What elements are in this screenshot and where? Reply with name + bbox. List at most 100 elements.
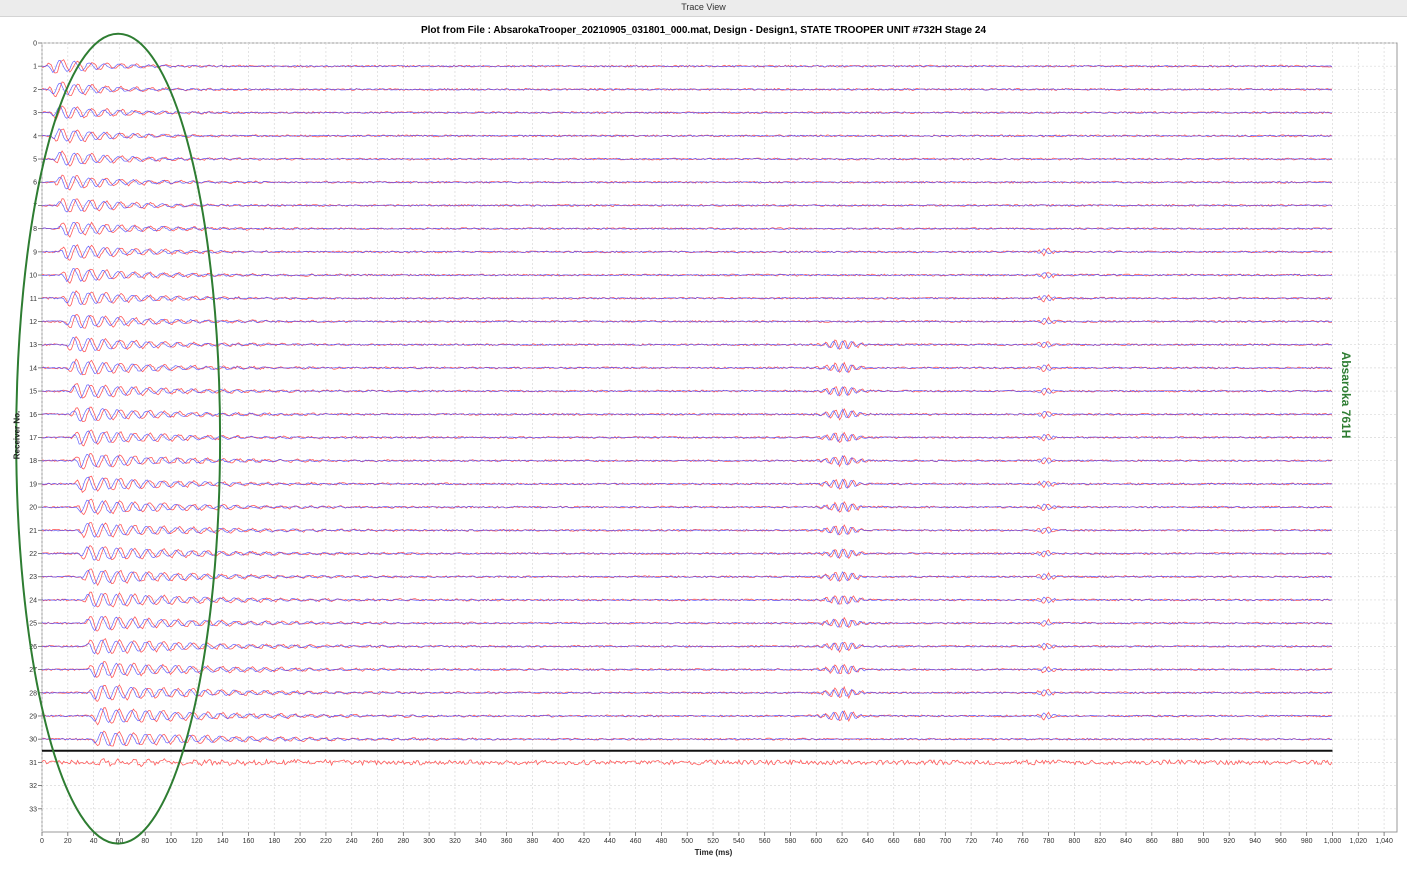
x-tick-label: 160: [243, 838, 255, 845]
x-tick-label: 360: [501, 838, 513, 845]
x-tick-label: 420: [578, 838, 590, 845]
trace-blue-2: [41, 82, 1332, 95]
x-tick-label: 380: [527, 838, 539, 845]
x-tick-label: 820: [1094, 838, 1106, 845]
trace-red-7: [41, 198, 1333, 213]
y-tick-label: 12: [29, 319, 37, 326]
y-tick-label: 33: [29, 806, 37, 813]
x-tick-label: 780: [1043, 838, 1055, 845]
x-axis-label: Time (ms): [694, 848, 733, 857]
x-tick-label: 860: [1146, 838, 1158, 845]
trace-blue-27: [41, 662, 1332, 678]
trace-blue-15: [42, 384, 1333, 399]
x-tick-label: 660: [888, 838, 900, 845]
trace-blue-13: [41, 336, 1333, 352]
x-tick-label: 120: [191, 838, 203, 845]
x-tick-label: 100: [165, 838, 177, 845]
x-tick-label: 240: [346, 838, 358, 845]
x-tick-label: 440: [604, 838, 616, 845]
x-tick-label: 700: [939, 838, 951, 845]
x-tick-label: 580: [785, 838, 797, 845]
trace-blue-30: [41, 731, 1333, 746]
annotation-ellipse: [15, 32, 222, 845]
trace-red-31: [41, 758, 1333, 768]
y-tick-label: 18: [29, 458, 37, 465]
x-tick-label: 920: [1223, 838, 1235, 845]
y-tick-label: 24: [29, 597, 37, 604]
trace-blue-16: [41, 407, 1332, 422]
y-tick-label: 20: [29, 505, 37, 512]
title-bar[interactable]: Trace View: [0, 0, 1407, 17]
trace-red-8: [41, 221, 1333, 238]
trace-blue-4: [41, 128, 1333, 142]
x-tick-label: 220: [320, 838, 332, 845]
x-tick-label: 560: [759, 838, 771, 845]
y-tick-label: 29: [29, 713, 37, 720]
y-tick-label: 1: [33, 64, 37, 71]
x-tick-label: 0: [40, 838, 44, 845]
trace-blue-18: [41, 453, 1332, 469]
y-tick-label: 19: [29, 481, 37, 488]
y-tick-label: 26: [29, 644, 37, 651]
y-tick-label: 25: [29, 621, 37, 628]
trace-blue-8: [41, 222, 1333, 236]
x-tick-label: 1,000: [1324, 838, 1342, 845]
y-tick-label: 4: [33, 133, 37, 140]
trace-blue-26: [41, 639, 1333, 655]
x-tick-label: 740: [991, 838, 1003, 845]
x-tick-label: 880: [1172, 838, 1184, 845]
trace-blue-17: [41, 430, 1333, 445]
y-tick-label: 30: [29, 737, 37, 744]
x-tick-label: 620: [836, 838, 848, 845]
x-tick-label: 80: [141, 838, 149, 845]
y-tick-label: 22: [29, 551, 37, 558]
trace-blue-21: [42, 523, 1333, 538]
x-tick-label: 260: [372, 838, 384, 845]
x-tick-label: 940: [1249, 838, 1261, 845]
x-tick-label: 480: [656, 838, 668, 845]
x-tick-label: 1,040: [1375, 838, 1393, 845]
x-tick-label: 900: [1198, 838, 1210, 845]
x-tick-label: 400: [552, 838, 564, 845]
x-tick-label: 140: [217, 838, 229, 845]
y-tick-label: 2: [33, 87, 37, 94]
x-tick-label: 40: [90, 838, 98, 845]
window-title: Trace View: [681, 2, 726, 12]
y-tick-label: 23: [29, 574, 37, 581]
trace-blue-7: [41, 199, 1333, 213]
axes: 0 20 40 60 80 100 120 140 160 180 200 220 240 260 280 3…: [29, 41, 1393, 846]
x-tick-label: 960: [1275, 838, 1287, 845]
x-tick-label: 500: [681, 838, 693, 845]
well-label: Absaroka 761H: [1339, 351, 1353, 439]
x-tick-label: 540: [733, 838, 745, 845]
trace-blue-9: [41, 245, 1332, 259]
trace-blue-19: [41, 476, 1333, 491]
trace-blue-29: [41, 708, 1333, 724]
x-tick-label: 640: [862, 838, 874, 845]
x-tick-label: 200: [294, 838, 306, 845]
x-tick-label: 520: [707, 838, 719, 845]
trace-blue-14: [41, 361, 1333, 375]
y-tick-label: 11: [30, 296, 37, 303]
trace-blue-22: [41, 546, 1333, 561]
x-tick-label: 460: [630, 838, 642, 845]
x-tick-label: 180: [268, 838, 280, 845]
x-tick-label: 340: [475, 838, 487, 845]
y-tick-label: 0: [33, 41, 37, 48]
trace-blue-25: [41, 616, 1333, 632]
y-tick-label: 3: [33, 110, 37, 117]
x-tick-label: 60: [116, 838, 124, 845]
trace-blue-3: [41, 105, 1333, 119]
y-tick-label: 31: [29, 760, 37, 767]
trace-blue-10: [41, 268, 1333, 283]
y-tick-label: 28: [29, 690, 37, 697]
y-tick-label: 6: [33, 180, 37, 187]
trace-blue-1: [41, 60, 1333, 73]
trace-blue-28: [41, 685, 1333, 700]
y-tick-label: 8: [33, 226, 37, 233]
trace-blue-24: [41, 593, 1333, 607]
x-tick-label: 320: [449, 838, 461, 845]
y-tick-label: 32: [29, 783, 37, 790]
